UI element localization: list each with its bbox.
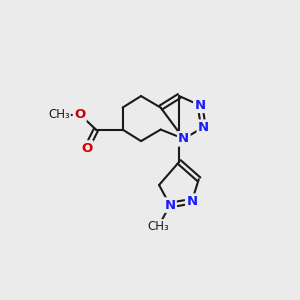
- Text: CH₃: CH₃: [48, 108, 70, 121]
- Text: N: N: [178, 132, 189, 145]
- Text: O: O: [81, 142, 92, 154]
- Text: CH₃: CH₃: [148, 220, 169, 233]
- Text: N: N: [164, 199, 175, 212]
- Text: N: N: [194, 99, 206, 112]
- Text: N: N: [186, 195, 197, 208]
- Text: O: O: [74, 108, 85, 121]
- Text: N: N: [198, 121, 209, 134]
